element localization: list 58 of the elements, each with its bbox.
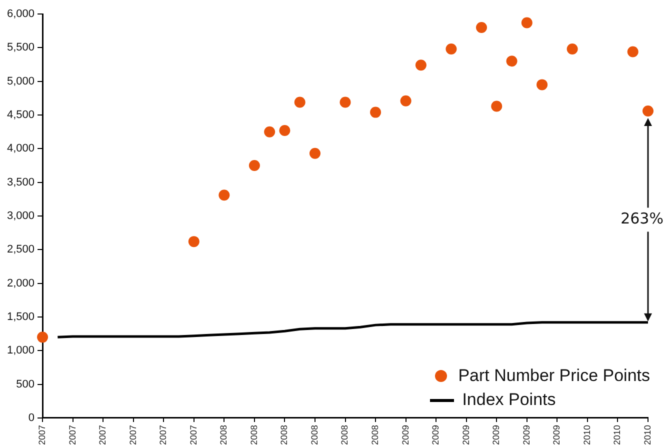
y-tick-label: 0	[28, 412, 35, 424]
x-tick-label: 2007	[37, 424, 48, 446]
point	[566, 44, 578, 55]
point	[340, 96, 351, 108]
point	[188, 236, 200, 248]
point	[248, 160, 260, 171]
legend-label: Index Points	[462, 390, 556, 410]
x-tick-label: 2009	[552, 424, 562, 446]
x-tick-label: 2007	[98, 424, 108, 446]
x-tick-label: 2007	[188, 424, 198, 446]
point	[642, 105, 654, 116]
x-tick-label: 2008	[279, 424, 290, 446]
point	[415, 60, 426, 71]
point	[476, 22, 487, 33]
point	[279, 124, 290, 136]
y-tick-label: 1,000	[6, 344, 35, 357]
point	[264, 126, 276, 138]
x-tick-label: 2007	[158, 424, 168, 446]
y-tick-label: 3,000	[6, 210, 35, 222]
x-tick-label: 2010	[582, 424, 592, 446]
x-tick-label: 2008	[218, 424, 229, 446]
x-tick-label: 2007	[128, 424, 138, 446]
x-tick-label: 2010	[642, 424, 652, 446]
y-tick-label: 4,500	[6, 109, 35, 122]
y-tick-label: 1,500	[6, 311, 35, 324]
point	[218, 190, 230, 201]
point	[294, 96, 306, 108]
point	[491, 100, 502, 112]
y-tick-label: 3,500	[6, 176, 35, 188]
x-tick-label: 2008	[248, 424, 259, 446]
point	[37, 332, 48, 343]
legend-label: Part Number Price Points	[458, 366, 650, 386]
point	[627, 46, 638, 58]
x-tick-label: 2008	[309, 424, 320, 446]
y-tick-label: 5,500	[6, 42, 35, 54]
point	[370, 106, 382, 118]
point	[309, 148, 320, 159]
y-tick-label: 500	[16, 378, 35, 390]
y-tick-label: 2,000	[6, 277, 35, 290]
y-tick-label: 4,000	[6, 142, 35, 155]
y-tick-label: 2,500	[6, 244, 35, 256]
point	[536, 79, 548, 90]
x-tick-label: 2009	[491, 424, 502, 446]
x-tick-label: 2009	[400, 424, 410, 446]
y-tick-label: 5,000	[6, 75, 35, 88]
x-tick-label: 2010	[612, 424, 622, 446]
annotation: 263%	[620, 210, 664, 228]
x-tick-label: 2007	[67, 424, 78, 446]
x-tick-label: 2009	[460, 424, 471, 446]
point	[400, 95, 412, 106]
point	[506, 56, 518, 67]
x-tick-label: 2008	[370, 424, 380, 446]
x-tick-label: 2009	[430, 424, 441, 446]
x-tick-label: 2009	[521, 424, 532, 446]
point	[521, 17, 532, 28]
point	[446, 44, 457, 55]
y-tick-label: 6,000	[6, 8, 35, 20]
x-tick-label: 2008	[340, 424, 350, 446]
